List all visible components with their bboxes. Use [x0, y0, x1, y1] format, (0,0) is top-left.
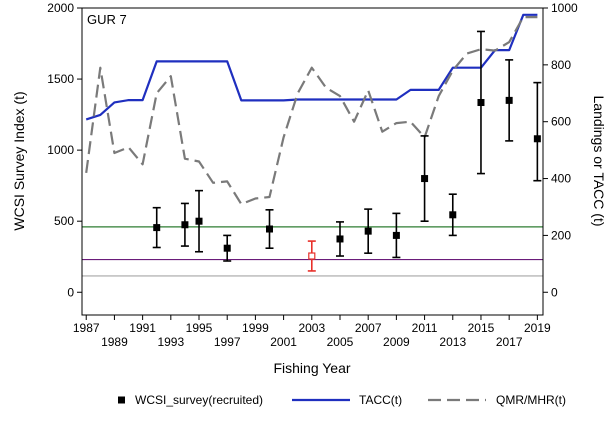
x-tick-label: 2011 [412, 321, 438, 335]
y2-tick-label: 800 [551, 58, 571, 72]
x-tick-label: 2003 [298, 321, 325, 335]
y-tick-label: 500 [54, 214, 74, 228]
survey-marker [505, 96, 513, 104]
chart-title: GUR 7 [87, 12, 127, 27]
x-tick-label: 2019 [524, 321, 551, 335]
y2-tick-label: 200 [551, 228, 571, 242]
x-tick-label: 1989 [101, 335, 128, 349]
survey-marker [223, 244, 231, 252]
y2-tick-label: 400 [551, 172, 571, 186]
survey-marker [153, 224, 161, 232]
survey-point-2019 [533, 81, 542, 182]
legend-survey-label: WCSI_survey(recruited) [135, 393, 263, 407]
survey-marker [449, 211, 457, 219]
survey-marker [477, 99, 485, 107]
survey-point-1994 [180, 202, 189, 247]
x-tick-label: 1999 [242, 321, 269, 335]
y2-tick-label: 600 [551, 115, 571, 129]
x-tick-label: 1997 [214, 335, 241, 349]
survey-marker [364, 227, 372, 235]
x-tick-label: 2017 [496, 335, 523, 349]
x-tick-label: 2009 [383, 335, 410, 349]
survey-marker [181, 221, 189, 229]
legend: WCSI_survey(recruited) TACC(t) QMR/MHR(t) [118, 393, 566, 407]
survey-point-1997 [223, 234, 232, 262]
x-tick-label: 2007 [355, 321, 382, 335]
y2-tick-label: 0 [551, 285, 558, 299]
x-tick-label: 2005 [327, 335, 354, 349]
survey-point-2011 [420, 135, 429, 222]
legend-survey-marker [118, 396, 125, 404]
survey-point-2005 [335, 221, 344, 257]
survey-marker [195, 217, 203, 225]
survey-point-2017 [505, 59, 514, 142]
survey-point-2013 [448, 193, 457, 237]
x-tick-label: 2015 [468, 321, 495, 335]
tacc-series-line [85, 13, 538, 121]
survey-point-2003 [307, 240, 316, 272]
y2-axis-label: Landings or TACC (t) [591, 96, 607, 227]
survey-point-1992 [152, 206, 161, 249]
x-tick-label: 1991 [129, 321, 156, 335]
qmr-mhr-series-line [85, 16, 538, 206]
plot-frame [81, 7, 544, 316]
survey-marker [392, 231, 400, 239]
legend-qmr-label: QMR/MHR(t) [496, 393, 566, 407]
survey-marker [266, 225, 274, 233]
x-tick-label: 1995 [186, 321, 213, 335]
survey-point-2007 [364, 208, 373, 254]
x-tick-label: 1987 [73, 321, 100, 335]
y2-tick-label: 1000 [551, 1, 578, 15]
x-tick-label: 1993 [157, 335, 184, 349]
survey-point-2009 [392, 212, 401, 259]
survey-point-2015 [476, 30, 485, 175]
survey-point-1995 [195, 189, 204, 253]
y-tick-label: 0 [67, 285, 74, 299]
x-tick-label: 2013 [439, 335, 466, 349]
survey-marker [421, 175, 429, 183]
survey-marker [533, 135, 541, 143]
x-tick-label: 2001 [270, 335, 297, 349]
x-axis-label: Fishing Year [273, 360, 350, 376]
survey-marker [336, 235, 344, 243]
y-tick-label: 1000 [47, 143, 74, 157]
y-axis-label: WCSI Survey Index (t) [11, 91, 27, 230]
legend-tacc-label: TACC(t) [359, 393, 402, 407]
y-tick-label: 1500 [47, 72, 74, 86]
survey-point-2000 [265, 209, 274, 249]
y-tick-label: 2000 [47, 1, 74, 15]
survey-marker [308, 252, 316, 260]
